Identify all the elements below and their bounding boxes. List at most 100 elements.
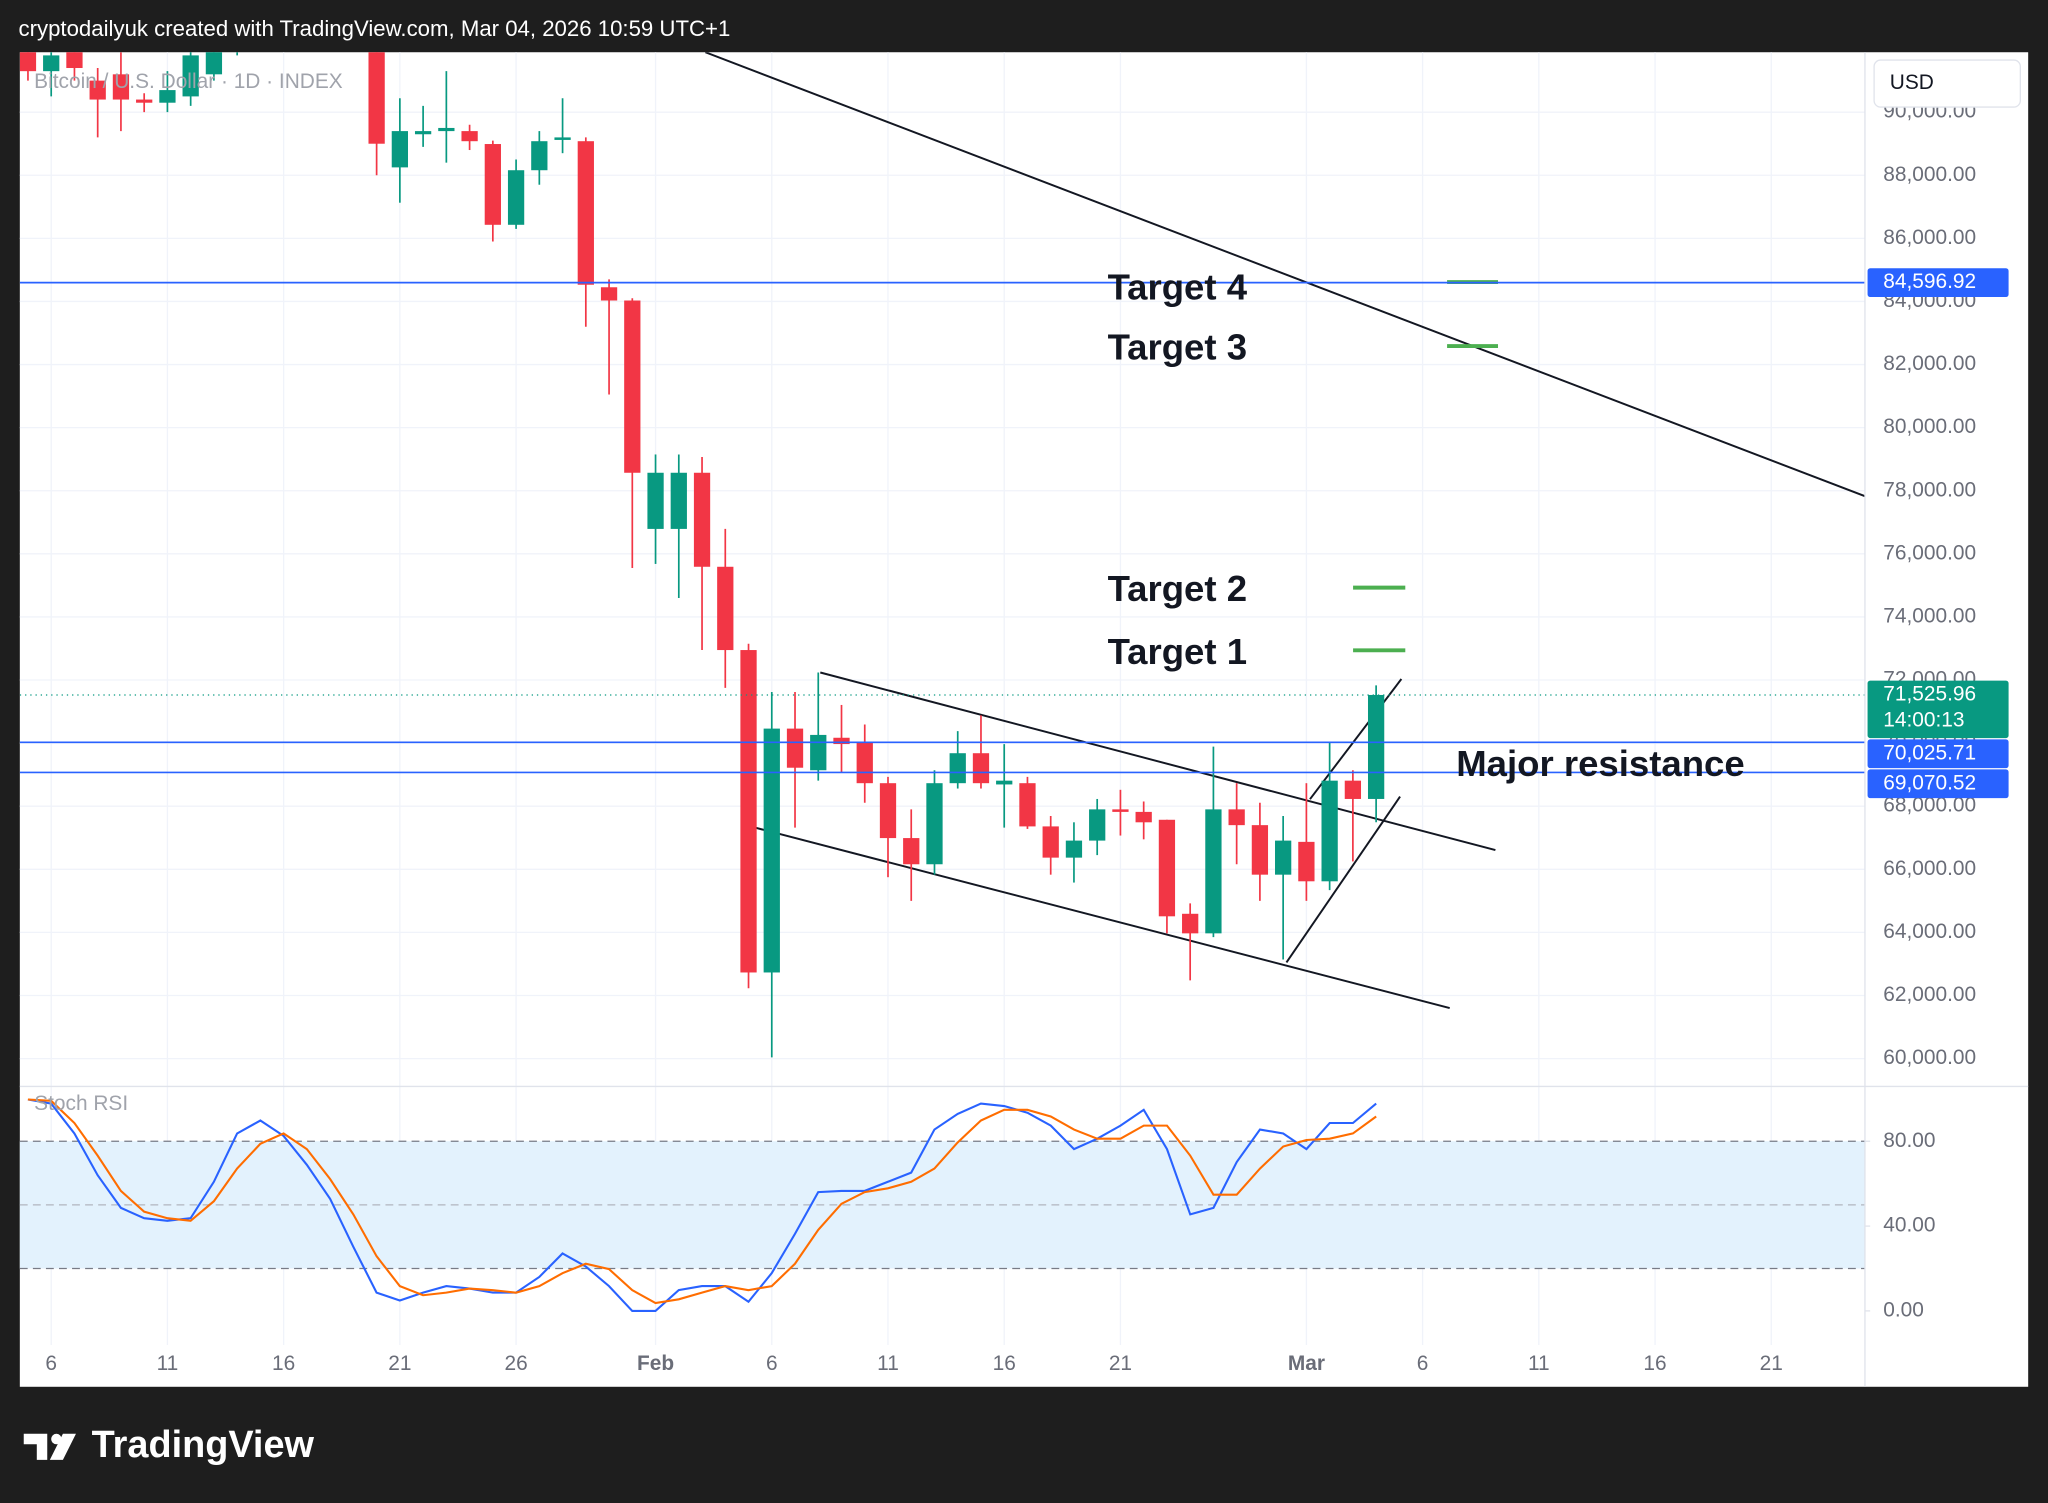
candle-body [879, 783, 897, 839]
candle-body [1205, 809, 1222, 934]
x-tick-label: 6 [766, 1352, 778, 1375]
currency[interactable]: USD [1890, 71, 1934, 94]
labels: 6 11 16 21 26 Feb 6 11 16 21 Mar 6 11 16 21 60,000.00 62… [45, 100, 2009, 1375]
y-tick-label: 80,000.00 [1883, 415, 1976, 438]
candle-body [484, 144, 501, 225]
y-tick-label: 80.00 [1883, 1129, 1935, 1152]
candle-body [1135, 811, 1152, 823]
drawings [705, 52, 1865, 1010]
y-tick-label: 0.00 [1883, 1298, 1924, 1321]
price-label-box [1867, 739, 2009, 769]
y-tick-label: 88,000.00 [1883, 163, 1976, 186]
price-label: 14:00:13 [1883, 709, 1964, 732]
annotation: Major resistance [1456, 743, 1744, 784]
candle-body [368, 52, 385, 144]
annotation: Target 4 [1108, 267, 1248, 308]
candle-body [66, 52, 83, 69]
candle-body [1089, 809, 1106, 841]
candle-body [903, 838, 920, 865]
x-tick-label: 11 [877, 1352, 899, 1375]
y-tick-label: 62,000.00 [1883, 983, 1976, 1006]
stoch-line [27, 1098, 1377, 1305]
candle-body [89, 80, 106, 100]
candle-body [438, 127, 455, 132]
x-tick-label: Feb [637, 1352, 674, 1375]
footer-logo: TradingView [92, 1424, 315, 1466]
logo-shape [49, 1433, 76, 1460]
stoch-lines [27, 1098, 1377, 1312]
price-label-box [1867, 769, 2009, 799]
candle-body [786, 728, 804, 768]
x-tick-label: 16 [993, 1352, 1016, 1375]
y-tick-label: 86,000.00 [1883, 226, 1976, 249]
stoch-line [27, 1098, 1377, 1312]
x-tick-label: 16 [272, 1352, 295, 1375]
x-tick-label: 21 [1109, 1352, 1132, 1375]
x-tick-label: Mar [1288, 1352, 1325, 1375]
candle-body [763, 728, 780, 973]
candle-body [554, 137, 571, 140]
candle-body [1298, 841, 1315, 882]
candle-body [1344, 780, 1362, 799]
candle-body [1321, 780, 1338, 882]
candle-body [1367, 694, 1385, 799]
candle-body [949, 753, 966, 784]
x-tick-label: 16 [1643, 1352, 1666, 1375]
x-tick-label: 11 [1528, 1352, 1550, 1375]
price-label: 69,070.52 [1883, 771, 1976, 794]
rising-lower [1285, 795, 1401, 963]
currency-button[interactable] [1873, 59, 2021, 108]
candle-body [391, 131, 409, 168]
candle-body [1019, 783, 1036, 827]
y-tick-label: 76,000.00 [1883, 541, 1976, 564]
y-tick-label: 68,000.00 [1883, 794, 1976, 817]
candle-body [182, 55, 199, 97]
candle-body [531, 141, 548, 171]
x-tick-label: 6 [1417, 1352, 1429, 1375]
symbol-legend: Bitcoin / U.S. Dollar · 1D · INDEX [34, 70, 343, 93]
candle-body [996, 780, 1013, 785]
candles [19, 52, 1865, 1058]
candle-body [1158, 819, 1176, 917]
x-tick-label: 21 [1760, 1352, 1783, 1375]
stoch-band [19, 1140, 1865, 1270]
candle-body [972, 753, 990, 784]
x-tick-label: 26 [504, 1352, 527, 1375]
candle-body [926, 783, 943, 865]
x-tick-label: 21 [388, 1352, 411, 1375]
candle-body [624, 300, 641, 473]
candle-body [647, 472, 664, 529]
candle-body [1182, 913, 1199, 934]
candle-body [810, 734, 827, 771]
y-tick-label: 64,000.00 [1883, 920, 1976, 943]
candle-body [1042, 826, 1059, 858]
candle-body [1228, 809, 1245, 826]
candle-body [1251, 825, 1269, 875]
channel-lower [750, 825, 1450, 1010]
annotation: Target 3 [1108, 327, 1247, 368]
logo-icon [23, 1433, 76, 1460]
candle-body [717, 566, 734, 651]
candle-body [833, 737, 850, 745]
candle-body [670, 472, 687, 529]
candle-body [577, 141, 594, 285]
rising-upper [1309, 678, 1403, 800]
candle-body [19, 52, 37, 72]
candle-body [1065, 840, 1083, 858]
candle-body [507, 170, 525, 225]
price-label-box [1867, 680, 2009, 739]
candle-body [600, 287, 618, 301]
x-tick-label: 11 [157, 1352, 179, 1375]
price-label: 71,525.96 [1883, 682, 1976, 705]
annotation: Target 1 [1108, 631, 1247, 672]
price-label-box [1867, 268, 2009, 297]
candle-body [740, 650, 757, 973]
candle-body [159, 90, 176, 103]
price-label: 70,025.71 [1883, 741, 1976, 764]
annotation: Target 2 [1108, 568, 1247, 609]
candle-body [693, 472, 711, 567]
price-label: 84,596.92 [1883, 270, 1976, 293]
y-tick-label: 82,000.00 [1883, 352, 1976, 375]
candle-body [112, 74, 130, 100]
